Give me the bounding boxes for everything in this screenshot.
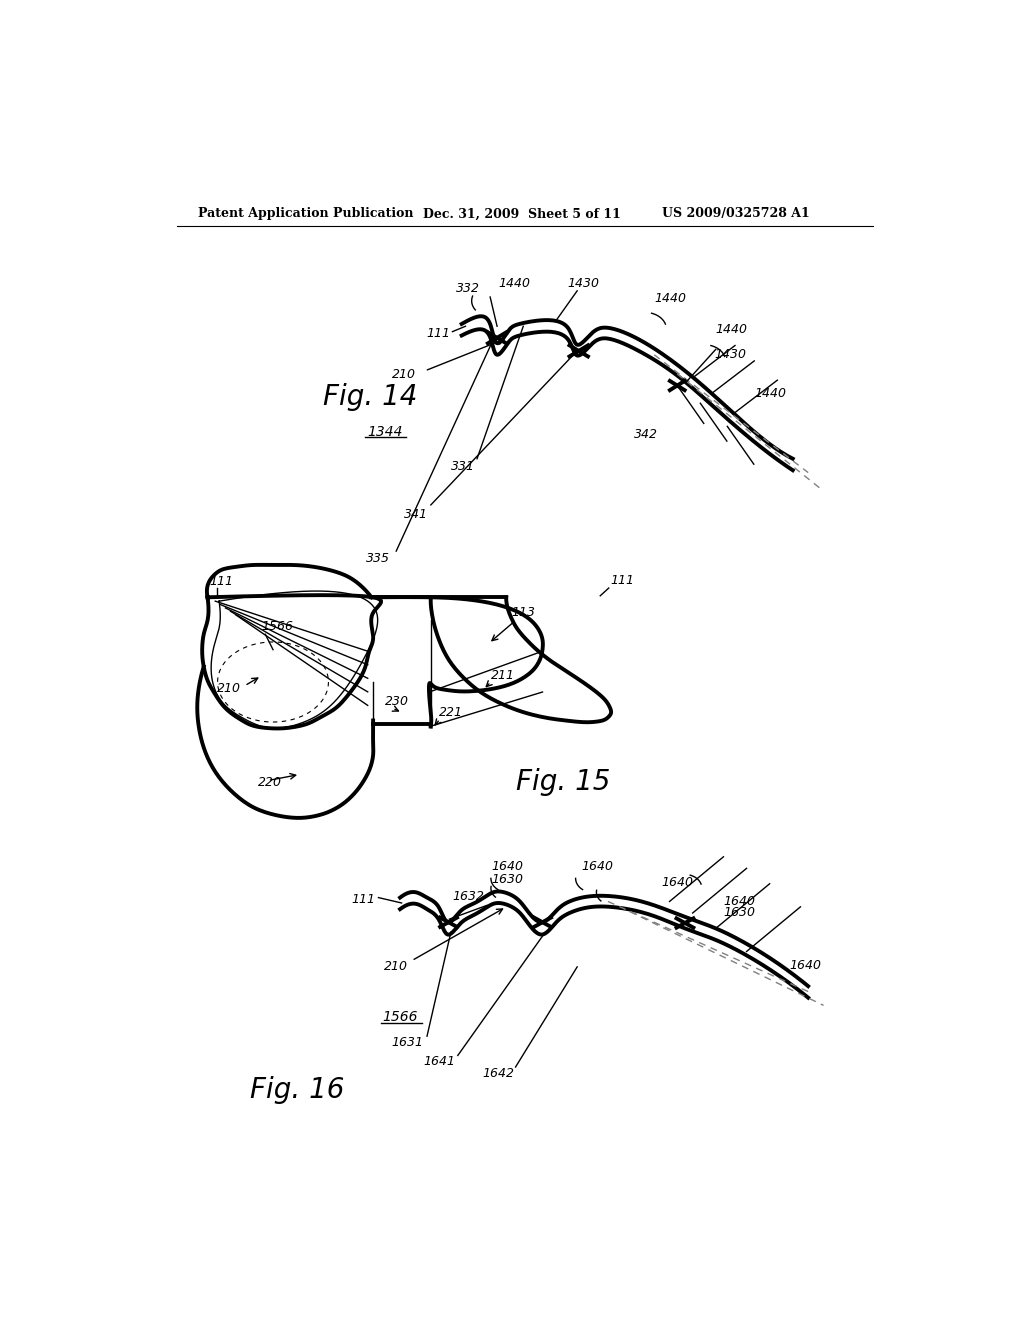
Text: 111: 111 bbox=[209, 576, 233, 589]
Text: 230: 230 bbox=[385, 694, 409, 708]
Text: 1640: 1640 bbox=[581, 861, 613, 874]
Text: 1640: 1640 bbox=[492, 861, 524, 874]
Text: 1641: 1641 bbox=[424, 1055, 456, 1068]
Text: 1430: 1430 bbox=[567, 277, 599, 290]
Text: 1440: 1440 bbox=[716, 323, 748, 335]
Text: 1630: 1630 bbox=[492, 874, 524, 887]
Text: 335: 335 bbox=[366, 552, 390, 565]
Text: 342: 342 bbox=[634, 428, 658, 441]
Text: 1430: 1430 bbox=[714, 348, 746, 362]
Text: 341: 341 bbox=[403, 508, 428, 521]
Text: 1630: 1630 bbox=[724, 907, 756, 920]
Text: 113: 113 bbox=[512, 606, 536, 619]
Text: 220: 220 bbox=[258, 776, 282, 788]
Text: 111: 111 bbox=[610, 574, 634, 587]
Text: 1631: 1631 bbox=[391, 1036, 423, 1049]
Text: 1566: 1566 bbox=[261, 620, 294, 634]
Text: 1440: 1440 bbox=[499, 277, 530, 289]
Text: 1640: 1640 bbox=[788, 958, 821, 972]
Text: Fig. 16: Fig. 16 bbox=[250, 1076, 344, 1104]
Text: 332: 332 bbox=[456, 282, 480, 296]
Text: Fig. 15: Fig. 15 bbox=[515, 768, 610, 796]
Text: 1642: 1642 bbox=[482, 1067, 514, 1080]
Text: 210: 210 bbox=[391, 367, 416, 380]
Text: US 2009/0325728 A1: US 2009/0325728 A1 bbox=[662, 207, 810, 220]
Text: 1344: 1344 bbox=[367, 425, 402, 438]
Text: 331: 331 bbox=[451, 459, 475, 473]
Text: 1440: 1440 bbox=[755, 387, 786, 400]
Text: 1632: 1632 bbox=[453, 890, 484, 903]
Text: 1640: 1640 bbox=[662, 875, 694, 888]
Text: 1440: 1440 bbox=[654, 292, 686, 305]
Text: 221: 221 bbox=[438, 706, 463, 719]
Text: 211: 211 bbox=[490, 669, 515, 682]
Text: 1640: 1640 bbox=[724, 895, 756, 908]
Text: 111: 111 bbox=[351, 892, 376, 906]
Text: 210: 210 bbox=[384, 961, 408, 973]
Text: 111: 111 bbox=[426, 327, 451, 341]
Text: Patent Application Publication: Patent Application Publication bbox=[199, 207, 414, 220]
Text: 1566: 1566 bbox=[382, 1010, 418, 1024]
Text: Fig. 14: Fig. 14 bbox=[323, 383, 418, 411]
Text: 210: 210 bbox=[217, 681, 241, 694]
Text: Dec. 31, 2009  Sheet 5 of 11: Dec. 31, 2009 Sheet 5 of 11 bbox=[423, 207, 621, 220]
